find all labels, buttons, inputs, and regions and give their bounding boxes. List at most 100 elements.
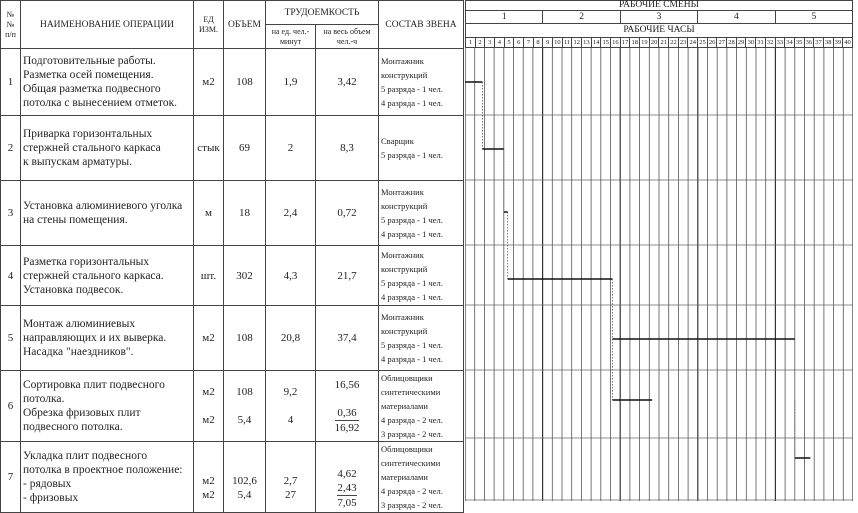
volume: 108	[223, 48, 266, 116]
crew-composition-line: 4 разряда - 1 чел.	[381, 229, 443, 239]
labour-per-unit-line: 27	[285, 489, 296, 501]
total-sum-wrap: 7,05	[318, 494, 376, 510]
hour-20: 20	[650, 38, 660, 48]
shift-1: 1	[466, 11, 544, 23]
hour-33: 33	[776, 38, 786, 48]
hour-8: 8	[534, 38, 544, 48]
crew-composition-line: 3 разряда - 2 чел.	[381, 500, 443, 510]
hour-26: 26	[708, 38, 718, 48]
hour-3: 3	[485, 38, 496, 48]
operation-name-line: потолка с вынесением отметок.	[23, 97, 178, 109]
hour-4: 4	[495, 38, 505, 48]
crew-composition-line: Сварщик	[381, 136, 414, 146]
unit: м2	[193, 305, 224, 371]
unit-line: м2	[202, 475, 215, 487]
labour-total: 16,56 0,36 16,92	[314, 370, 380, 442]
crew-composition-line: 3 разряда - 2 чел.	[381, 429, 443, 439]
table-row: 6 Сортировка плит подвесного потолка. Обрез…	[0, 370, 465, 442]
operation-name: Подготовительные работы. Разметка осей по…	[20, 48, 194, 116]
volume: 69	[223, 115, 266, 181]
unit-line: м	[205, 207, 212, 219]
labour-per-unit-line: 2,7	[283, 475, 298, 487]
volume: 18	[223, 180, 266, 246]
table-row: 1 Подготовительные работы. Разметка осей п…	[0, 48, 465, 116]
crew-composition-line: 4 разряда - 2 чел.	[381, 486, 443, 496]
labour-per-unit-line: 1,9	[283, 76, 298, 88]
hour-numbers: 1 2 3 4 5 6 7 8 9 10 11 12 13 14 15 16 17 18 19 20 21 22 23 24 2…	[466, 38, 852, 48]
total-sum: 7,05	[337, 494, 357, 509]
hour-36: 36	[805, 38, 815, 48]
hour-21: 21	[659, 38, 670, 48]
labour-per-unit-line: 20,8	[280, 332, 301, 344]
table-row: 2 Приварка горизонтальных стержней стально…	[0, 115, 465, 181]
labour-per-unit: 20,8	[265, 305, 316, 371]
header-volume: ОБЪЕМ	[223, 0, 266, 49]
hour-23: 23	[679, 38, 689, 48]
labour-per-unit: 2,4	[265, 180, 316, 246]
header-crew: СОСТАВ ЗВЕНА	[378, 0, 465, 49]
hour-7: 7	[524, 38, 534, 48]
table-row: 7 Укладка плит подвесного потолка в проект…	[0, 441, 465, 513]
crew-composition-line: синтетическими	[381, 458, 441, 468]
crew-composition-line: 5 разряда - 1 чел.	[381, 340, 443, 350]
operation-name-line: Монтаж алюминиевых	[23, 318, 136, 330]
crew-composition-line: Монтажник	[381, 249, 424, 260]
crew-composition-line: 5 разряда - 1 чел.	[381, 150, 443, 160]
operation-name: Монтаж алюминиевых направляющих и их выве…	[20, 305, 194, 371]
labour-per-unit-line: 4	[287, 414, 294, 426]
labour-total: 37,4	[314, 305, 380, 371]
volume-line: 108	[236, 332, 253, 344]
labour-total-line: 21,7	[337, 269, 357, 282]
crew-composition-line: Монтажник	[381, 312, 424, 322]
row-number: 2	[0, 115, 21, 181]
unit: м2 м2	[193, 441, 224, 513]
operation-name-line: подвесного потолка.	[23, 421, 123, 433]
crew-composition-line: Облицовщики	[381, 444, 433, 454]
shift-5: 5	[811, 12, 817, 22]
header-labour-unit: на ед. чел.-минут	[265, 24, 316, 49]
crew-composition-line: конструкций	[381, 263, 428, 274]
operation-name-line: Сортировка плит подвесного	[23, 379, 165, 391]
crew-composition-line: Монтажник	[381, 187, 424, 197]
crew-composition-line: конструкций	[381, 70, 428, 80]
hour-9: 9	[543, 38, 554, 48]
hour-34: 34	[785, 38, 795, 48]
labour-total-line: 8,3	[340, 142, 354, 154]
hour-12: 12	[572, 38, 583, 48]
total-sum-wrap: 16,92	[318, 419, 376, 435]
crew-composition: Облицовщики синтетическими материалами 4 ра…	[378, 441, 465, 513]
crew-composition-line: 4 разряда - 2 чел.	[381, 415, 443, 425]
operation-name-line: стержней стального каркаса	[23, 142, 161, 154]
row-number: 5	[0, 305, 21, 371]
volume: 108 5,4	[223, 370, 266, 442]
labour-total-line: 37,4	[337, 332, 357, 344]
crew-composition: Сварщик 5 разряда - 1 чел.	[378, 115, 465, 181]
row-number: 3	[0, 180, 21, 246]
table-row: 3 Установка алюминиевого уголка на стены п…	[0, 180, 465, 246]
row-number: 4	[0, 245, 21, 306]
crew-composition-line: конструкций	[381, 326, 428, 336]
operation-name-line: Приварка горизонтальных	[23, 128, 153, 140]
operation-name-line: Установка подвесок.	[23, 283, 124, 296]
operation-name-line: - фризовых	[23, 492, 79, 504]
hour-24: 24	[688, 38, 699, 48]
volume-line: 18	[239, 207, 250, 219]
shifts-title: РАБОЧИЕ СМЕНЫ	[466, 0, 852, 11]
hour-25: 25	[698, 38, 708, 48]
hour-10: 10	[553, 38, 563, 48]
row-number: 1	[0, 48, 21, 116]
hour-2: 2	[476, 38, 486, 48]
hour-1: 1	[466, 38, 476, 48]
unit-line: стык	[197, 142, 220, 154]
operation-name-line: потолка в проектное положение:	[23, 464, 183, 476]
operation-name-line: Укладка плит подвесного	[23, 450, 148, 462]
operation-name-line: потолка.	[23, 393, 65, 405]
labour-per-unit-line: 2,4	[283, 207, 298, 219]
gantt-chart	[465, 48, 853, 501]
hour-28: 28	[727, 38, 737, 48]
operation-name-line: Разметка осей помещения.	[23, 69, 154, 81]
operation-name: Укладка плит подвесного потолка в проектн…	[20, 441, 194, 513]
row-number: 6	[0, 370, 21, 442]
